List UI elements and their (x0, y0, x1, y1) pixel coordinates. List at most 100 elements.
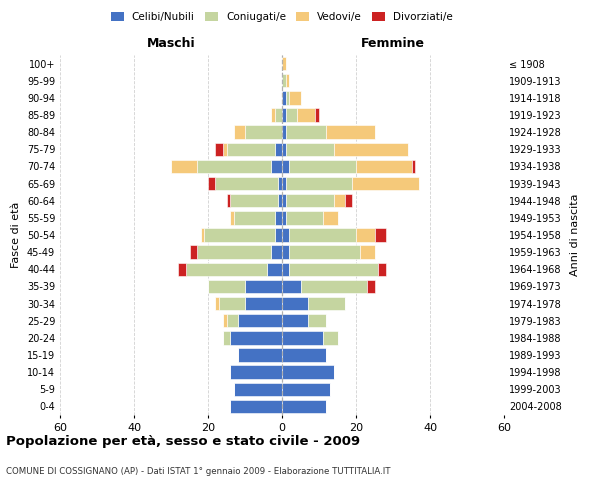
Bar (297, 108, 316, 122)
Bar (334, 194, 345, 207)
Bar (289, 228, 356, 241)
Bar (230, 400, 282, 413)
Bar (234, 211, 275, 224)
Text: Popolazione per età, sesso e stato civile - 2009: Popolazione per età, sesso e stato civil… (6, 435, 360, 448)
Bar (245, 280, 282, 293)
Bar (282, 194, 286, 207)
Bar (197, 160, 271, 173)
Bar (230, 211, 234, 224)
Bar (367, 280, 374, 293)
Bar (374, 228, 386, 241)
Bar (197, 246, 271, 259)
Bar (282, 211, 286, 224)
Bar (286, 177, 352, 190)
Bar (223, 331, 230, 344)
Bar (356, 160, 412, 173)
Bar (282, 74, 286, 88)
Bar (275, 108, 282, 122)
Bar (286, 211, 323, 224)
Bar (245, 126, 282, 139)
Bar (356, 228, 374, 241)
Bar (323, 211, 337, 224)
Bar (282, 262, 289, 276)
Bar (308, 314, 326, 328)
Bar (308, 297, 345, 310)
Bar (223, 142, 227, 156)
Bar (286, 91, 289, 104)
Bar (352, 177, 419, 190)
Bar (271, 246, 282, 259)
Bar (190, 246, 197, 259)
Bar (286, 108, 297, 122)
Bar (267, 262, 282, 276)
Bar (282, 57, 286, 70)
Bar (171, 160, 197, 173)
Bar (286, 126, 326, 139)
Bar (378, 262, 386, 276)
Bar (186, 262, 267, 276)
Bar (286, 142, 334, 156)
Bar (282, 348, 326, 362)
Bar (278, 177, 282, 190)
Bar (245, 297, 282, 310)
Bar (227, 142, 275, 156)
Bar (282, 366, 334, 379)
Bar (275, 211, 282, 224)
Bar (234, 126, 245, 139)
Bar (275, 228, 282, 241)
Bar (412, 160, 415, 173)
Bar (282, 126, 286, 139)
Bar (282, 142, 286, 156)
Bar (204, 228, 275, 241)
Bar (282, 108, 286, 122)
Bar (271, 160, 282, 173)
Bar (316, 108, 319, 122)
Text: Maschi: Maschi (146, 37, 196, 50)
Bar (234, 382, 282, 396)
Text: Femmine: Femmine (361, 37, 425, 50)
Bar (215, 297, 219, 310)
Bar (282, 177, 286, 190)
Bar (230, 194, 278, 207)
Bar (282, 91, 286, 104)
Bar (282, 160, 289, 173)
Text: COMUNE DI COSSIGNANO (AP) - Dati ISTAT 1° gennaio 2009 - Elaborazione TUTTITALIA: COMUNE DI COSSIGNANO (AP) - Dati ISTAT 1… (6, 468, 391, 476)
Bar (345, 194, 352, 207)
Bar (215, 142, 223, 156)
Bar (282, 400, 326, 413)
Bar (208, 280, 245, 293)
Bar (275, 142, 282, 156)
Bar (282, 297, 308, 310)
Bar (208, 177, 215, 190)
Bar (230, 331, 282, 344)
Bar (289, 262, 378, 276)
Bar (289, 91, 301, 104)
Bar (178, 262, 186, 276)
Bar (323, 331, 337, 344)
Legend: Celibi/Nubili, Coniugati/e, Vedovi/e, Divorziati/e: Celibi/Nubili, Coniugati/e, Vedovi/e, Di… (107, 8, 457, 26)
Bar (289, 246, 360, 259)
Bar (282, 382, 330, 396)
Bar (227, 194, 230, 207)
Bar (200, 228, 204, 241)
Bar (282, 314, 308, 328)
Bar (238, 348, 282, 362)
Bar (219, 297, 245, 310)
Bar (286, 194, 334, 207)
Y-axis label: Fasce di età: Fasce di età (11, 202, 21, 268)
Bar (282, 331, 323, 344)
Bar (215, 177, 278, 190)
Bar (230, 366, 282, 379)
Bar (301, 280, 367, 293)
Y-axis label: Anni di nascita: Anni di nascita (570, 194, 580, 276)
Bar (223, 314, 227, 328)
Bar (238, 314, 282, 328)
Bar (334, 142, 408, 156)
Bar (360, 246, 374, 259)
Bar (326, 126, 374, 139)
Bar (278, 194, 282, 207)
Bar (289, 160, 356, 173)
Bar (227, 314, 238, 328)
Bar (271, 108, 275, 122)
Bar (286, 74, 289, 88)
